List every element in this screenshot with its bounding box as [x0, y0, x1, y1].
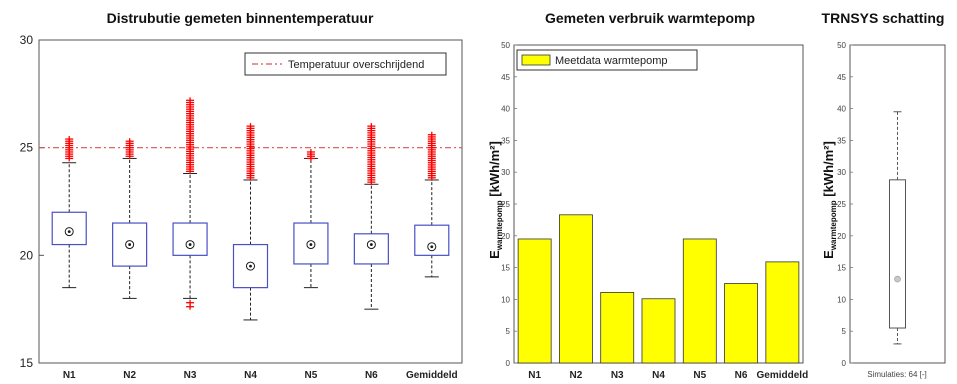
- y-tick-label: 50: [837, 41, 846, 50]
- y-tick-label: 20: [837, 232, 846, 241]
- y-tick-label: 35: [837, 136, 846, 145]
- energy-bar-chart: Gemeten verbruik warmtepomp 0 5 10 15 20 25 30…: [487, 10, 808, 381]
- box-n5: [293, 148, 329, 289]
- x-category-label: N6: [735, 370, 748, 381]
- y-tick-label: 30: [837, 168, 846, 177]
- bar-n2: [559, 214, 593, 364]
- y-tick-label: 10: [837, 295, 846, 304]
- energy-y-axis-label: Ewarmtepomp [kWh/m²]: [487, 141, 504, 259]
- y-tick-label: 45: [501, 73, 510, 82]
- bar-n3: [600, 292, 635, 364]
- y-tick-label: 20: [20, 248, 34, 262]
- energy-legend: Meetdata warmtepomp: [516, 49, 698, 71]
- median-dot: [430, 245, 434, 249]
- y-tick-label: 45: [837, 73, 846, 82]
- y-tick-label: 15: [501, 264, 510, 273]
- iqr-box: [51, 211, 87, 246]
- median-dot: [188, 243, 192, 246]
- x-category-label: N4: [244, 370, 257, 381]
- x-category-label: N1: [528, 370, 541, 381]
- y-tick-label: 40: [501, 105, 510, 114]
- y-tick-label: 15: [20, 356, 34, 370]
- x-category-label: N6: [365, 370, 378, 381]
- box-n3: [172, 97, 208, 310]
- y-tick-label: 50: [501, 41, 510, 50]
- bar-n4: [641, 298, 676, 364]
- median-dot: [67, 230, 71, 234]
- temperature-boxplot: Distrubutie gemeten binnentemperatuur 15…: [20, 10, 463, 381]
- iqr-box: [172, 222, 208, 256]
- trnsys-y-axis-label: Ewarmtepomp [kWh/m²]: [821, 141, 838, 259]
- y-tick-label: 35: [501, 136, 510, 145]
- x-category-label: N2: [123, 370, 136, 381]
- temperature-legend: Temperatuur overschrijdend: [244, 52, 447, 76]
- y-tick-label: 30: [501, 168, 510, 177]
- box-n2: [112, 138, 148, 299]
- temperature-chart-title: Distrubutie gemeten binnentemperatuur: [107, 10, 374, 26]
- y-tick-label: 20: [501, 232, 510, 241]
- legend-label: Meetdata warmtepomp: [555, 55, 668, 67]
- box-n1: [51, 136, 87, 289]
- bar-gemiddeld: [765, 261, 800, 364]
- x-category-label: N1: [63, 370, 76, 381]
- x-category-label: N5: [693, 370, 706, 381]
- x-category-label: N3: [184, 370, 197, 381]
- x-category-label: N3: [611, 370, 624, 381]
- x-category-label: Gemiddeld: [757, 370, 809, 381]
- y-tick-label: 5: [506, 327, 511, 336]
- y-tick-label: 40: [837, 105, 846, 114]
- trnsys-chart-title: TRNSYS schatting: [822, 10, 945, 26]
- energy-chart-title: Gemeten verbruik warmtepomp: [545, 10, 755, 26]
- trnsys-boxplot: TRNSYS schatting 0 5 10 15 20 25 30 35 40 45 50 Si…: [821, 10, 946, 379]
- bar-n1: [517, 238, 552, 364]
- trnsys-x-label: Simulaties: 64 [-]: [867, 370, 927, 379]
- x-category-label: Gemiddeld: [406, 370, 458, 381]
- median-marker: [894, 275, 901, 283]
- x-category-label: N4: [652, 370, 665, 381]
- legend-swatch: [521, 54, 551, 66]
- box-n4: [232, 123, 269, 321]
- y-tick-label: 0: [506, 359, 511, 368]
- y-tick-label: 25: [837, 200, 846, 209]
- bar-n5: [682, 238, 717, 364]
- median-dot: [369, 243, 373, 246]
- y-tick-label: 0: [842, 359, 847, 368]
- median-dot: [128, 243, 132, 246]
- y-tick-label: 15: [837, 264, 846, 273]
- y-tick-label: 5: [842, 327, 847, 336]
- legend-box: [244, 52, 447, 76]
- median-dot: [249, 264, 252, 268]
- y-tick-label: 25: [20, 141, 34, 155]
- legend-box: [516, 49, 698, 71]
- legend-threshold-label: Temperatuur overschrijdend: [288, 59, 424, 71]
- box-n6: [353, 123, 389, 310]
- median-dot: [309, 243, 313, 246]
- y-tick-label: 30: [20, 33, 34, 47]
- x-category-label: N5: [305, 370, 318, 381]
- iqr-box: [889, 179, 906, 329]
- y-tick-label: 10: [501, 295, 510, 304]
- box-gemiddeld: [414, 131, 450, 278]
- y-tick-label: 25: [501, 200, 510, 209]
- x-category-label: N2: [570, 370, 583, 381]
- bar-n6: [724, 283, 758, 364]
